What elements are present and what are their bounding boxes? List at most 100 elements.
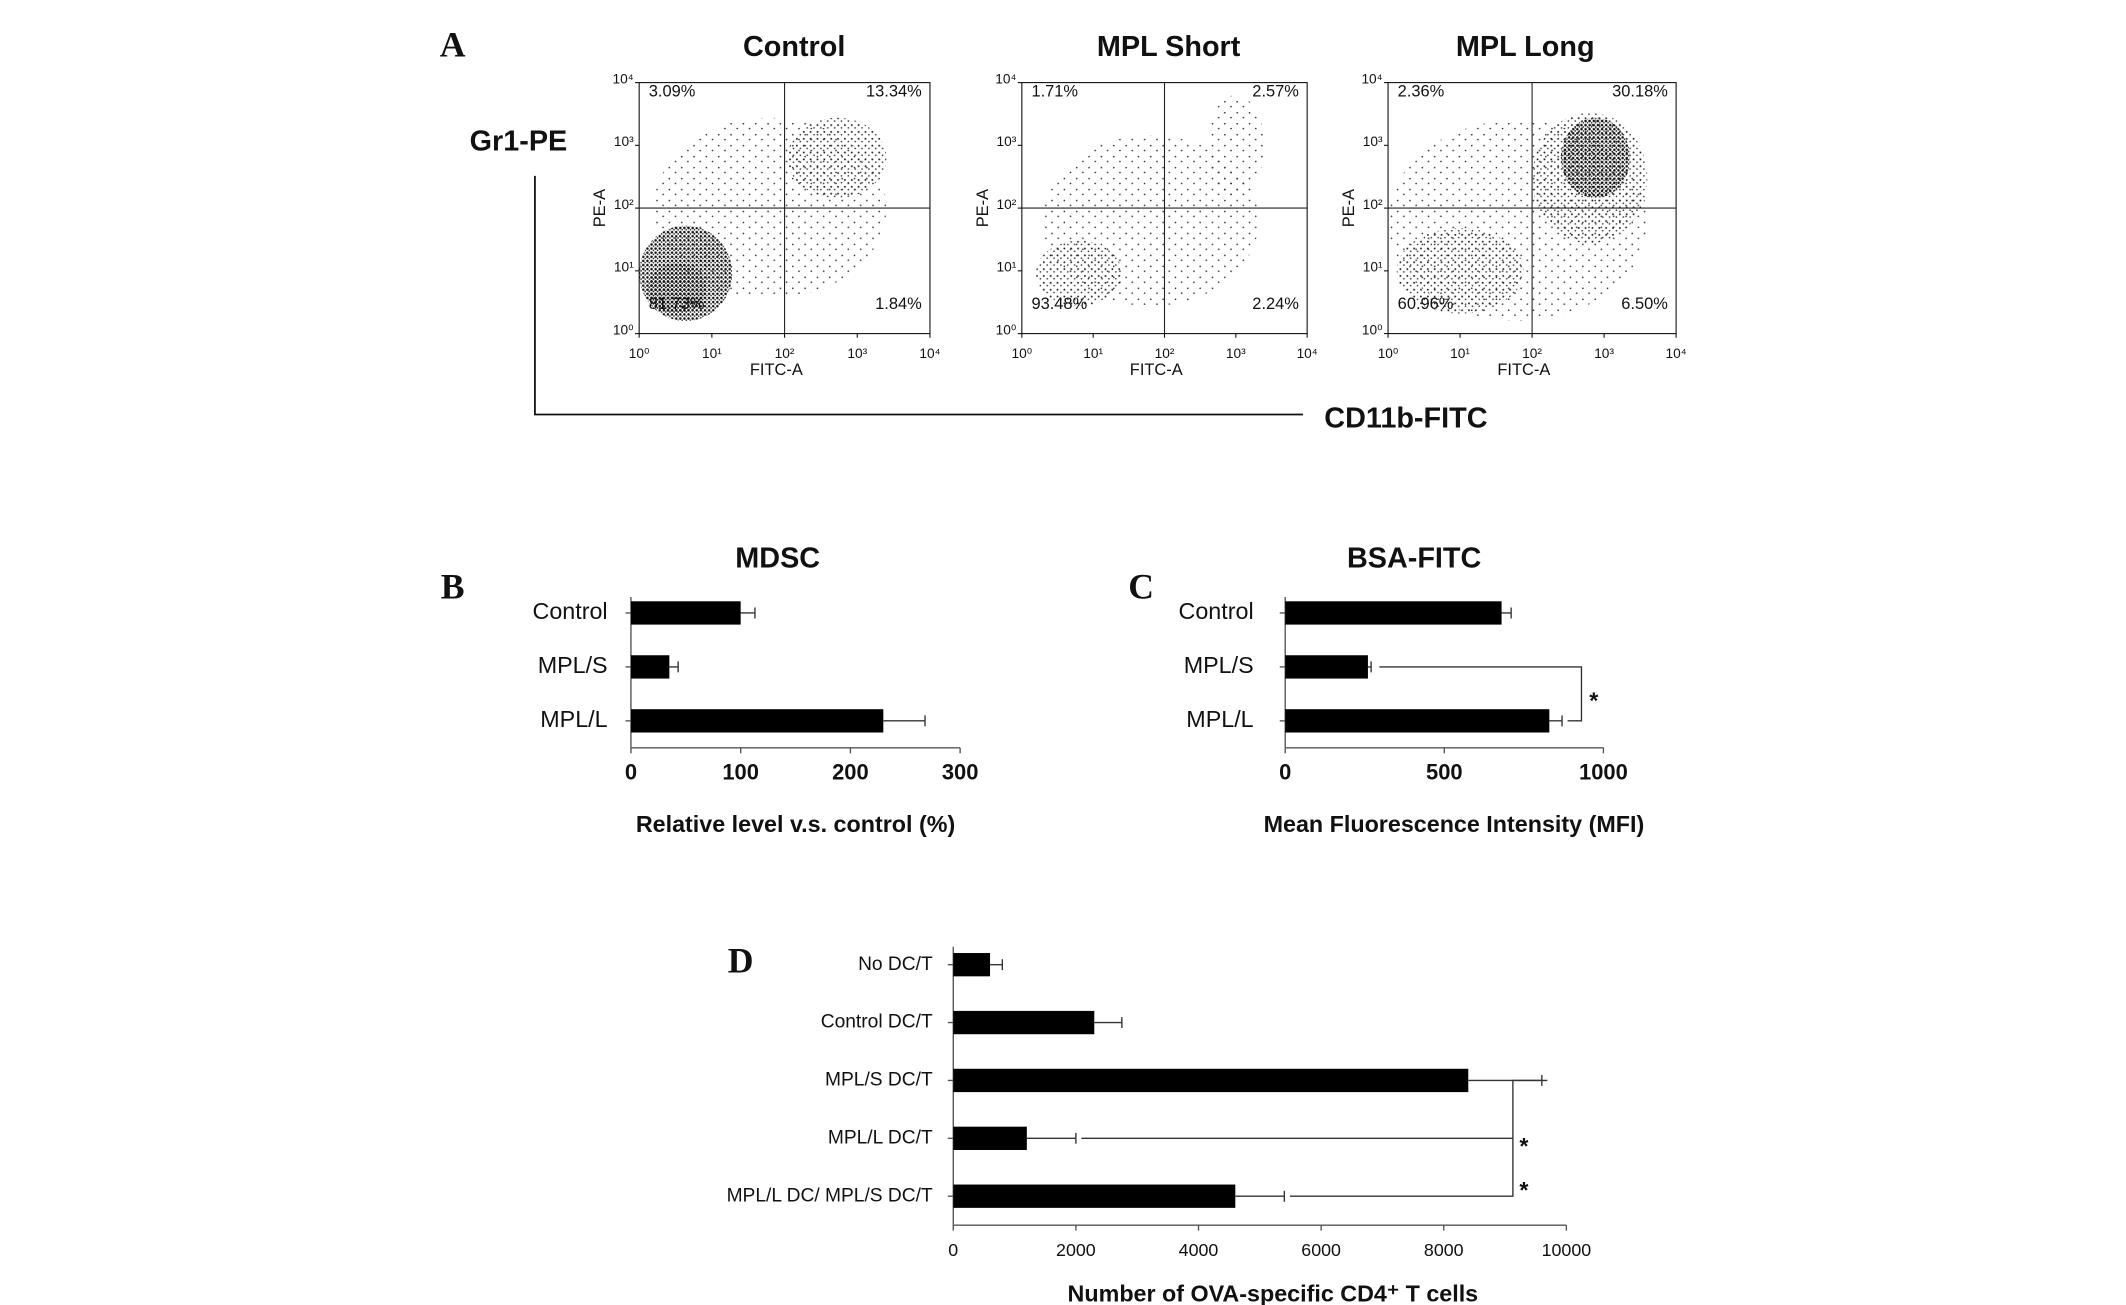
y-tick-label: 10⁰	[613, 322, 634, 337]
x-tick-label: 10⁰	[1011, 346, 1032, 361]
panel-label: B	[441, 566, 465, 606]
x-tick-label: 6000	[1301, 1240, 1341, 1260]
cell-cloud	[647, 263, 707, 314]
x-tick-label: 100	[722, 760, 759, 785]
category-label: Control	[533, 598, 608, 624]
category-label: MPL/L DC/ MPL/S DC/T	[727, 1185, 933, 1206]
quadrant-label: 2.24%	[1252, 295, 1299, 313]
x-tick-label: 500	[1426, 760, 1463, 785]
y-tick-label: 10⁴	[995, 71, 1016, 86]
error-bar	[1501, 607, 1512, 619]
category-label: No DC/T	[858, 954, 933, 975]
x-tick-label: 10⁴	[1297, 346, 1318, 361]
x-tick-label: 8000	[1424, 1240, 1464, 1260]
x-tick-label: 1000	[1579, 760, 1628, 785]
bar	[1285, 601, 1502, 625]
error-bar	[740, 607, 756, 619]
y-axis-label: PE-A	[974, 189, 992, 227]
x-tick-label: 10²	[1155, 346, 1175, 361]
category-label: MPL/S	[538, 652, 608, 678]
y-tick-label: 10¹	[614, 260, 634, 275]
category-label: MPL/L DC/T	[828, 1127, 933, 1148]
bar	[630, 655, 670, 679]
quadrant-label: 1.71%	[1031, 83, 1078, 101]
x-tick-label: 4000	[1179, 1240, 1219, 1260]
x-tick-label: 10³	[1226, 346, 1246, 361]
bar	[953, 1184, 1236, 1208]
chart-title: MPL Short	[1097, 31, 1241, 63]
x-tick-label: 10³	[1594, 346, 1614, 361]
error-bar	[669, 661, 679, 673]
y-tick-label: 10²	[614, 197, 634, 212]
bar	[630, 709, 884, 733]
category-label: Control DC/T	[821, 1012, 933, 1033]
quadrant-label: 2.57%	[1252, 83, 1299, 101]
cell-cloud	[1207, 95, 1265, 196]
y-tick-label: 10¹	[997, 260, 1017, 275]
error-bar	[1235, 1190, 1286, 1202]
category-label: MPL/S DC/T	[825, 1070, 933, 1091]
bar	[630, 601, 741, 625]
x-tick-label: 0	[1279, 760, 1291, 785]
x-axis-label: Mean Fluorescence Intensity (MFI)	[1264, 811, 1645, 837]
annotation: *	[1519, 1177, 1529, 1203]
error-bar	[1094, 1017, 1123, 1029]
x-axis-label: Relative level v.s. control (%)	[636, 811, 955, 837]
category-label: MPL/S	[1184, 652, 1254, 678]
panel-label: D	[728, 941, 754, 981]
significance-bracket	[1379, 666, 1583, 722]
x-axis-label: FITC-A	[1130, 361, 1183, 379]
error-bar	[883, 715, 926, 727]
y-tick-label: 10³	[1363, 134, 1383, 149]
quadrant-label: 93.48%	[1031, 295, 1087, 313]
annotation: *	[1519, 1133, 1529, 1159]
chart-title: MPL Long	[1456, 31, 1595, 63]
panel-label: C	[1128, 566, 1154, 606]
y-tick-label: 10⁰	[1362, 322, 1383, 337]
y-axis-label: PE-A	[1340, 189, 1358, 227]
significance-bracket	[1081, 1079, 1548, 1197]
x-tick-label: 10⁴	[1666, 346, 1687, 361]
bar	[1285, 655, 1368, 679]
x-tick-label: 0	[625, 760, 637, 785]
quadrant-label: 81.73%	[649, 295, 705, 313]
x-tick-label: 10³	[847, 346, 867, 361]
y-tick-label: 10²	[1363, 197, 1383, 212]
annotation: *	[1589, 687, 1599, 713]
quadrant-label: 1.84%	[875, 295, 922, 313]
figure-y-label: Gr1-PE	[470, 126, 568, 158]
y-tick-label: 10⁴	[1361, 71, 1382, 86]
bar	[953, 1010, 1095, 1035]
error-bar	[1367, 661, 1372, 673]
figure-x-label: CD11b-FITC	[1324, 403, 1487, 435]
x-tick-label: 10⁴	[919, 346, 940, 361]
quadrant-label: 30.18%	[1612, 83, 1668, 101]
bar	[953, 1126, 1027, 1150]
quadrant-label: 13.34%	[866, 83, 922, 101]
x-tick-label: 200	[832, 760, 869, 785]
y-tick-label: 10²	[997, 197, 1017, 212]
x-tick-label: 10²	[775, 346, 795, 361]
cell-cloud	[1036, 240, 1122, 306]
y-tick-label: 10¹	[1363, 260, 1383, 275]
x-tick-label: 10¹	[1450, 346, 1470, 361]
quadrant-label: 60.96%	[1398, 295, 1454, 313]
x-tick-label: 10⁰	[629, 346, 650, 361]
y-tick-label: 10³	[614, 134, 634, 149]
x-tick-label: 10¹	[1083, 346, 1103, 361]
error-bar	[1549, 715, 1563, 727]
category-label: MPL/L	[1186, 706, 1253, 732]
x-axis-label: FITC-A	[750, 361, 803, 379]
x-tick-label: 10000	[1542, 1240, 1592, 1260]
chart-title: MDSC	[735, 543, 820, 575]
x-tick-label: 10¹	[702, 346, 722, 361]
chart-title: BSA-FITC	[1347, 543, 1482, 575]
cell-cloud	[787, 117, 887, 199]
x-tick-label: 2000	[1056, 1240, 1096, 1260]
error-bar	[1026, 1132, 1077, 1144]
x-tick-label: 0	[948, 1240, 958, 1260]
panel-label: A	[440, 24, 466, 64]
category-label: MPL/L	[540, 706, 607, 732]
x-tick-label: 300	[942, 760, 979, 785]
